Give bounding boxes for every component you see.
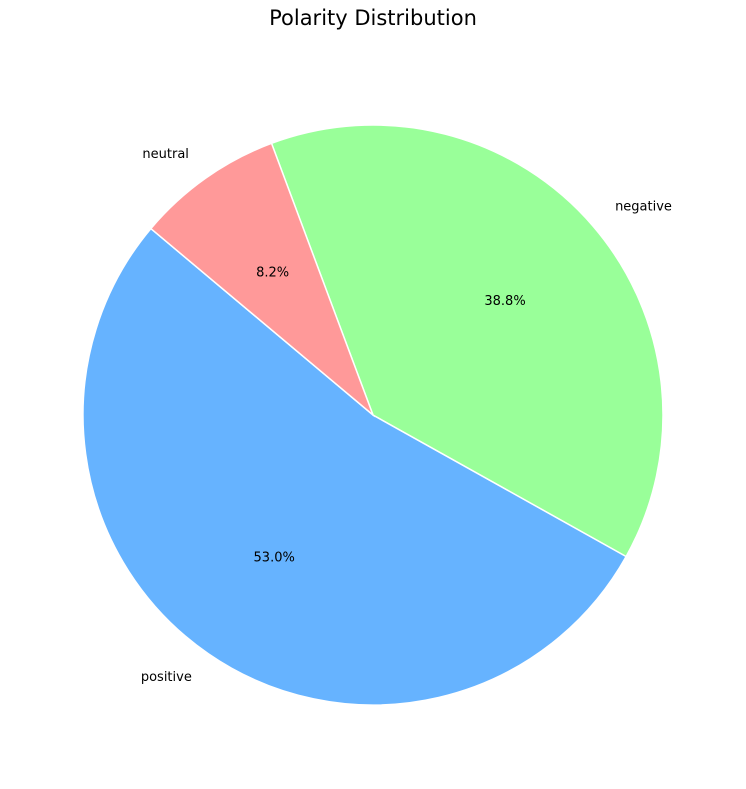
chart-title: Polarity Distribution — [269, 6, 477, 30]
slice-label: neutral — [142, 147, 189, 162]
value-label: 53.0% — [254, 551, 295, 566]
value-label: 8.2% — [256, 265, 289, 280]
pie-slice — [270, 124, 664, 558]
pie-slice — [82, 227, 628, 706]
slice-label: positive — [141, 670, 192, 685]
slice-label: negative — [615, 200, 672, 215]
pie-slice — [149, 142, 375, 418]
value-label: 38.8% — [484, 294, 525, 309]
